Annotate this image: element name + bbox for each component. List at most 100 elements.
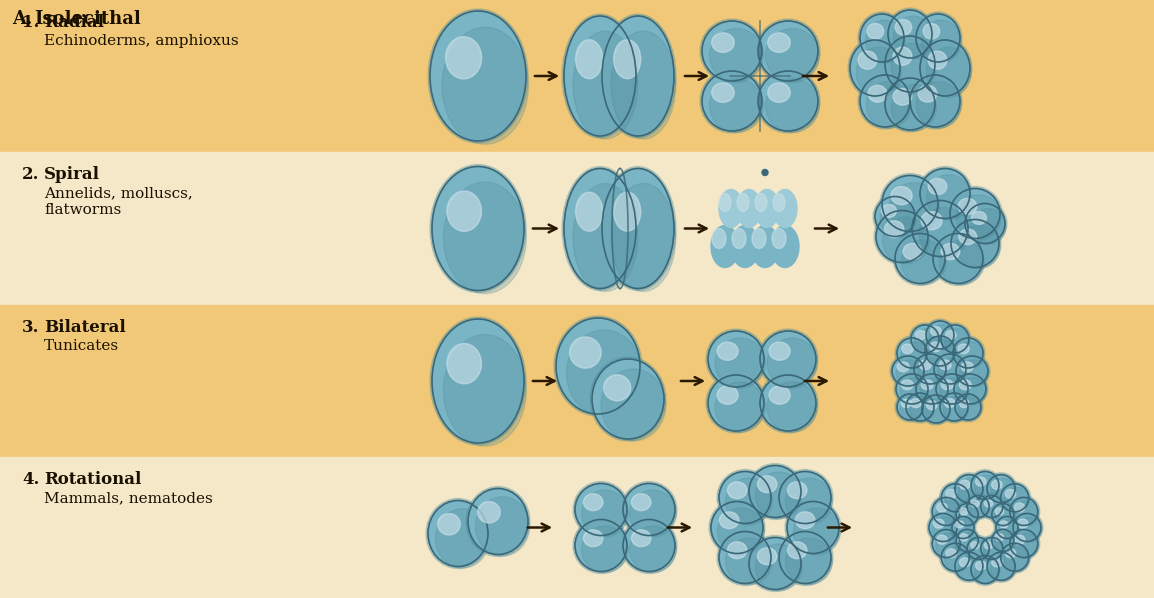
Ellipse shape xyxy=(1017,517,1042,542)
Text: Bilateral: Bilateral xyxy=(44,319,126,336)
Ellipse shape xyxy=(767,83,790,102)
Ellipse shape xyxy=(946,489,957,498)
Ellipse shape xyxy=(1014,535,1025,544)
Ellipse shape xyxy=(755,190,779,227)
Ellipse shape xyxy=(944,328,969,353)
Ellipse shape xyxy=(717,529,773,585)
Ellipse shape xyxy=(711,502,763,554)
Ellipse shape xyxy=(575,484,627,535)
Ellipse shape xyxy=(777,469,833,526)
Ellipse shape xyxy=(974,559,999,584)
Ellipse shape xyxy=(564,16,636,136)
Ellipse shape xyxy=(912,200,968,257)
Ellipse shape xyxy=(779,532,831,584)
Ellipse shape xyxy=(983,540,1003,560)
Ellipse shape xyxy=(757,548,777,565)
Ellipse shape xyxy=(426,499,490,569)
Ellipse shape xyxy=(882,175,938,231)
Ellipse shape xyxy=(917,166,972,221)
Ellipse shape xyxy=(767,382,817,432)
Ellipse shape xyxy=(443,334,526,446)
Ellipse shape xyxy=(430,11,526,141)
Ellipse shape xyxy=(1005,489,1016,498)
Ellipse shape xyxy=(960,508,968,515)
Ellipse shape xyxy=(972,212,987,224)
Ellipse shape xyxy=(939,323,971,355)
Ellipse shape xyxy=(574,481,629,538)
Ellipse shape xyxy=(727,482,747,499)
Ellipse shape xyxy=(981,538,1003,559)
Ellipse shape xyxy=(767,338,817,388)
Ellipse shape xyxy=(582,490,628,537)
Ellipse shape xyxy=(1011,511,1043,544)
Ellipse shape xyxy=(959,399,969,408)
Ellipse shape xyxy=(991,529,1014,551)
Ellipse shape xyxy=(629,490,676,537)
Ellipse shape xyxy=(951,219,999,267)
Ellipse shape xyxy=(756,69,820,133)
Ellipse shape xyxy=(932,352,968,386)
Ellipse shape xyxy=(773,190,797,227)
Ellipse shape xyxy=(785,499,841,556)
Ellipse shape xyxy=(582,526,628,573)
Ellipse shape xyxy=(758,373,818,433)
Bar xyxy=(0,152,1154,305)
Ellipse shape xyxy=(901,399,911,408)
Ellipse shape xyxy=(919,208,969,258)
Ellipse shape xyxy=(432,319,524,443)
Ellipse shape xyxy=(911,75,960,127)
Ellipse shape xyxy=(709,375,764,431)
Ellipse shape xyxy=(906,393,934,421)
Ellipse shape xyxy=(700,69,764,133)
Ellipse shape xyxy=(939,482,972,514)
Ellipse shape xyxy=(896,233,945,283)
Ellipse shape xyxy=(987,553,1016,580)
Ellipse shape xyxy=(937,503,947,512)
Ellipse shape xyxy=(924,319,956,351)
Ellipse shape xyxy=(883,34,937,94)
Ellipse shape xyxy=(952,372,988,406)
Ellipse shape xyxy=(945,398,956,408)
Ellipse shape xyxy=(600,166,676,291)
Ellipse shape xyxy=(727,542,747,559)
Ellipse shape xyxy=(756,544,802,591)
Ellipse shape xyxy=(889,182,939,233)
Ellipse shape xyxy=(917,358,946,385)
Ellipse shape xyxy=(941,393,968,421)
Ellipse shape xyxy=(959,556,983,581)
Ellipse shape xyxy=(890,354,926,388)
Ellipse shape xyxy=(1013,501,1039,526)
Ellipse shape xyxy=(957,341,983,369)
Ellipse shape xyxy=(954,475,983,503)
Ellipse shape xyxy=(974,475,999,500)
Ellipse shape xyxy=(610,184,676,291)
Ellipse shape xyxy=(897,394,923,420)
Ellipse shape xyxy=(962,202,1007,246)
Ellipse shape xyxy=(932,530,960,557)
Ellipse shape xyxy=(957,225,1001,269)
Ellipse shape xyxy=(952,517,974,539)
Ellipse shape xyxy=(999,521,1007,528)
Ellipse shape xyxy=(1004,487,1029,512)
Ellipse shape xyxy=(958,199,977,215)
Ellipse shape xyxy=(941,325,969,353)
Ellipse shape xyxy=(908,73,962,129)
Ellipse shape xyxy=(930,495,962,527)
Ellipse shape xyxy=(883,76,937,132)
Ellipse shape xyxy=(975,477,986,486)
Ellipse shape xyxy=(614,39,640,79)
Ellipse shape xyxy=(965,203,1005,243)
Ellipse shape xyxy=(939,240,984,285)
Ellipse shape xyxy=(922,395,950,423)
Ellipse shape xyxy=(762,169,769,175)
Ellipse shape xyxy=(567,330,642,416)
Text: Annelids, molluscs,: Annelids, molluscs, xyxy=(44,186,193,200)
Ellipse shape xyxy=(1010,530,1037,557)
Ellipse shape xyxy=(927,175,972,219)
Ellipse shape xyxy=(958,397,982,420)
Ellipse shape xyxy=(930,342,942,352)
Ellipse shape xyxy=(941,378,969,405)
Ellipse shape xyxy=(881,173,941,233)
Ellipse shape xyxy=(1007,495,1040,527)
Ellipse shape xyxy=(1005,549,1016,558)
